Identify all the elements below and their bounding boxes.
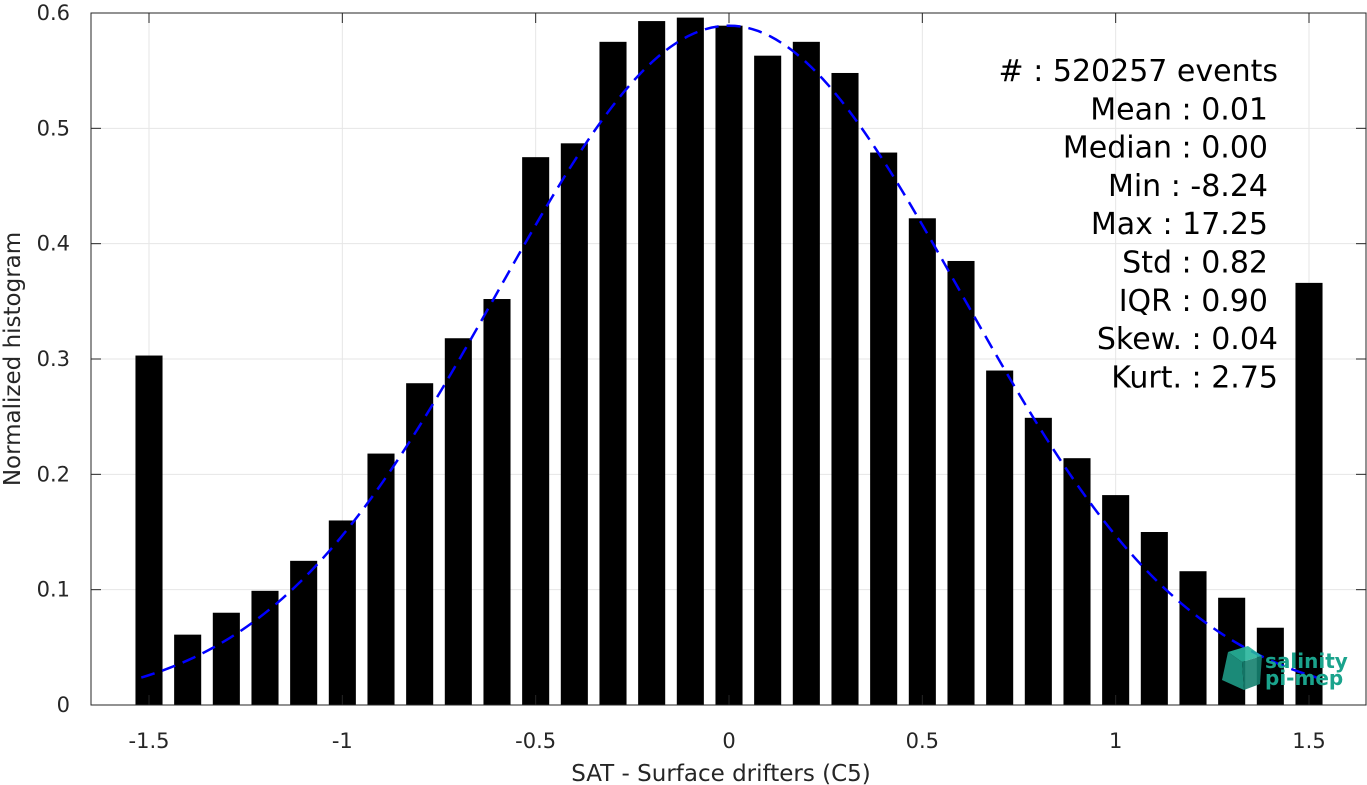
histogram-bar (754, 55, 782, 705)
histogram-bar (251, 590, 279, 705)
logo-line1: salinity (1265, 649, 1348, 673)
histogram-bar (1063, 458, 1091, 705)
stat-line: Skew. : 0.04 (1097, 322, 1278, 357)
normal-fit-curve (140, 24, 1318, 679)
histogram-bar (1179, 571, 1207, 705)
histogram-bar (715, 25, 743, 706)
x-tick-label: 0 (722, 729, 735, 753)
histogram-bar (1295, 282, 1323, 705)
histogram-bar (792, 41, 820, 706)
histogram-bar (444, 338, 472, 705)
histogram-bar (1024, 417, 1052, 705)
histogram-bar (1140, 532, 1168, 705)
histogram-bar (406, 383, 434, 705)
y-tick-label: 0.5 (37, 116, 70, 140)
x-tick-labels: -1.5 -1 -0.5 0 0.5 1 1.5 (129, 729, 1326, 753)
logo-line2: pi-mep (1265, 666, 1343, 690)
x-tick-label: 1 (1109, 729, 1122, 753)
histogram-bar (367, 453, 395, 705)
histogram-bar (870, 152, 898, 705)
y-tick-label: 0.4 (37, 232, 70, 256)
stat-line: # : 520257 events (999, 54, 1278, 89)
histogram-bar (174, 634, 202, 705)
histogram-bar (328, 520, 356, 705)
histogram-bar (212, 612, 240, 705)
y-tick-label: 0 (57, 693, 70, 717)
y-tick-label: 0.3 (37, 347, 70, 371)
histogram-bar (135, 355, 163, 705)
cube-logo-icon (1222, 646, 1262, 690)
histogram-bar (522, 157, 550, 705)
y-tick-label: 0.1 (37, 578, 70, 602)
x-tick-label: -1.5 (129, 729, 170, 753)
histogram-bar (1102, 495, 1130, 705)
histogram-bar (560, 143, 588, 705)
y-tick-label: 0.2 (37, 462, 70, 486)
stat-line: Median : 0.00 (1063, 131, 1268, 166)
histogram-bar (986, 370, 1014, 705)
x-tick-label: 1.5 (1292, 729, 1325, 753)
x-tick-label: -1 (332, 729, 353, 753)
histogram-bar (483, 299, 511, 705)
stat-line: Kurt. : 2.75 (1111, 360, 1278, 395)
histogram-bar (1256, 627, 1284, 705)
salinity-pimep-logo: salinity pi-mep (1222, 646, 1348, 690)
x-axis-label: SAT - Surface drifters (C5) (571, 761, 871, 785)
y-tick-labels: 0 0.1 0.2 0.3 0.4 0.5 0.6 (37, 1, 70, 717)
stat-line: Max : 17.25 (1091, 207, 1268, 242)
axis-ticks (91, 12, 1366, 706)
stat-line: IQR : 0.90 (1119, 284, 1268, 319)
y-axis-label: Normalized histogram (0, 232, 26, 486)
histogram-bar (947, 260, 975, 705)
stat-line: Mean : 0.01 (1090, 92, 1268, 127)
stat-line: Std : 0.82 (1122, 246, 1268, 281)
y-tick-label: 0.6 (37, 1, 70, 25)
histogram-bar (831, 72, 859, 706)
x-tick-label: -0.5 (515, 729, 556, 753)
x-tick-label: 0.5 (906, 729, 939, 753)
histogram-bar (638, 21, 666, 705)
histogram-bar (599, 41, 627, 706)
histogram-bar (908, 218, 936, 705)
stat-line: Min : -8.24 (1108, 169, 1268, 204)
histogram-bar (290, 560, 318, 705)
histogram-bar (676, 17, 704, 705)
bar-series (135, 17, 1323, 706)
